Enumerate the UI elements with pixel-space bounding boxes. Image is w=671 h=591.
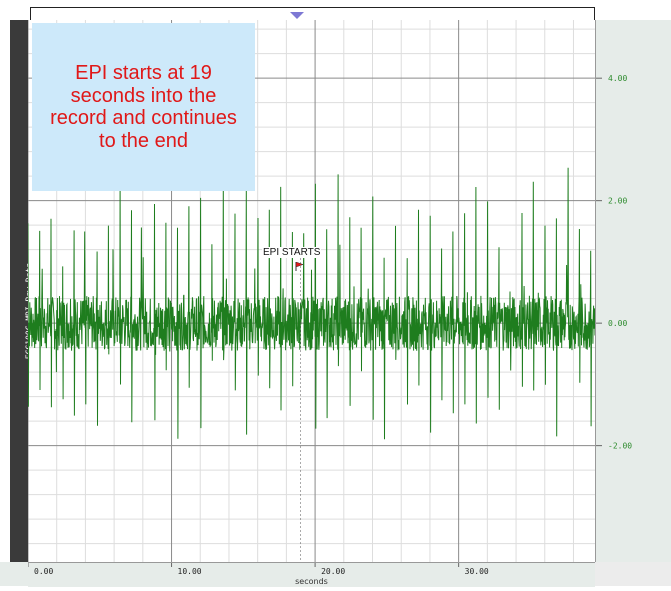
y-axis-svg: 4.00 2.00 0.00 -2.00 — [596, 74, 632, 451]
channel-label-bar: ECG100C-MRI Raw Data — [10, 20, 34, 562]
time-scrollbar[interactable] — [30, 7, 595, 20]
axis-corner — [0, 562, 28, 586]
x-axis-svg: 0.00 10.00 20.00 30.00 — [27, 563, 489, 576]
event-flag-icon[interactable] — [295, 262, 303, 271]
x-tick-label: 20.00 — [321, 567, 345, 576]
callout-text: EPI starts at 19 seconds into the record… — [50, 62, 237, 152]
x-tick-label: 0.00 — [34, 567, 53, 576]
y-axis-panel: 4.00 2.00 0.00 -2.00 — [595, 20, 671, 562]
y-tick-label: -2.00 — [608, 442, 632, 451]
x-tick-label: 30.00 — [465, 567, 489, 576]
ecg-trace — [27, 167, 596, 440]
cursor-marker-icon[interactable] — [290, 12, 304, 19]
y-tick-label: 0.00 — [608, 319, 627, 328]
event-label: EPI STARTS — [262, 247, 322, 258]
annotation-callout: EPI starts at 19 seconds into the record… — [32, 23, 255, 191]
y-tick-label: 4.00 — [608, 74, 627, 83]
x-axis-panel: 0.00 10.00 20.00 30.00 — [27, 562, 595, 587]
x-axis-label: seconds — [295, 577, 328, 586]
axis-corner-right — [595, 562, 671, 586]
x-tick-label: 10.00 — [178, 567, 202, 576]
y-tick-label: 2.00 — [608, 197, 627, 206]
